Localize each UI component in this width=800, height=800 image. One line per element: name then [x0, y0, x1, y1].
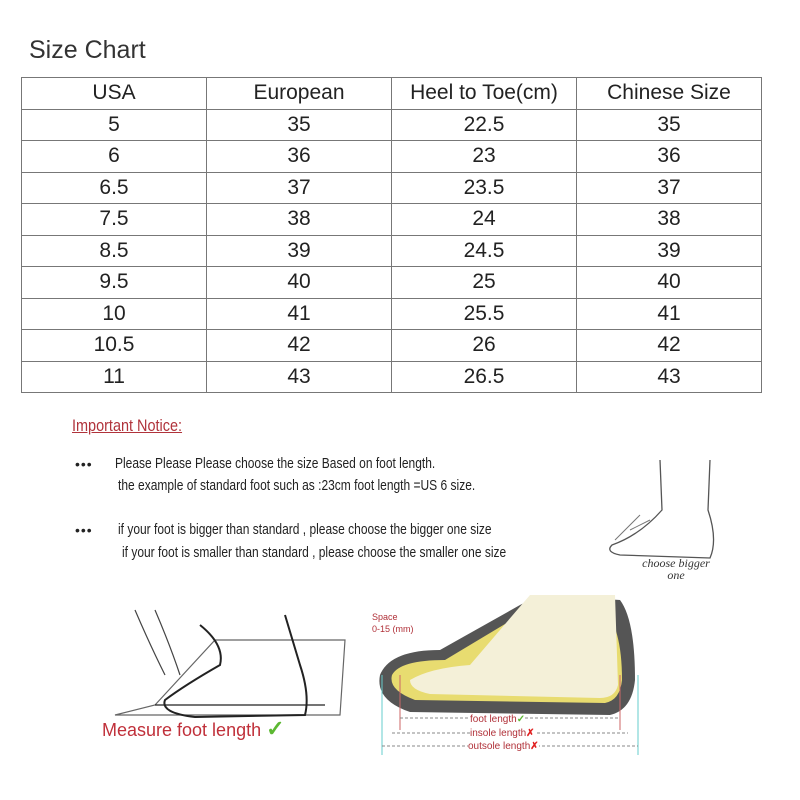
- column-header: European: [206, 77, 392, 110]
- size-table: USA European Heel to Toe(cm) Chinese Size 5…: [21, 77, 762, 393]
- notice-heading: Important Notice:: [72, 416, 183, 435]
- insole-length-label: insole length✗: [470, 728, 535, 739]
- choose-bigger-label: choose bigger one: [642, 556, 710, 582]
- table-cell: 23: [391, 140, 577, 173]
- space-range-text: 0-15 (mm): [372, 624, 414, 634]
- table-cell: 10: [21, 297, 207, 330]
- notice-line-3: if your foot is bigger than standard , p…: [118, 521, 492, 538]
- table-cell: 26.5: [391, 360, 577, 393]
- table-row: 11 43 26.5 43: [21, 360, 762, 393]
- table-cell: 42: [576, 329, 762, 362]
- notice-line-2: the example of standard foot such as :23…: [118, 477, 476, 494]
- table-cell: 37: [576, 171, 762, 204]
- table-row: 5 35 22.5 35: [21, 108, 762, 141]
- table-row: 8.5 39 24.5 39: [21, 234, 762, 267]
- table-cell: 25.5: [391, 297, 577, 330]
- table-cell: 26: [391, 329, 577, 362]
- table-row: 6 36 23 36: [21, 140, 762, 173]
- table-cell: 8.5: [21, 234, 207, 267]
- outsole-length-label: outsole length✗: [468, 741, 539, 752]
- notice-line-4: if your foot is smaller than standard , …: [122, 544, 507, 561]
- table-cell: 39: [206, 234, 392, 267]
- space-label-text: Space: [372, 612, 398, 622]
- page-title: Size Chart: [29, 36, 146, 64]
- table-row: 6.5 37 23.5 37: [21, 171, 762, 204]
- table-cell: 41: [576, 297, 762, 330]
- table-cell: 35: [576, 108, 762, 141]
- space-label: Space 0-15 (mm): [372, 611, 414, 635]
- measure-foot-label: Measure foot length ✓: [102, 716, 285, 742]
- table-cell: 38: [206, 203, 392, 236]
- table-cell: 36: [576, 140, 762, 173]
- cross-icon: ✗: [526, 728, 535, 739]
- table-cell: 36: [206, 140, 392, 173]
- bullet-icon: •••: [75, 456, 93, 472]
- table-cell: 41: [206, 297, 392, 330]
- table-cell: 40: [206, 266, 392, 299]
- table-cell: 6.5: [21, 171, 207, 204]
- table-cell: 6: [21, 140, 207, 173]
- table-row: 10 41 25.5 41: [21, 297, 762, 330]
- table-cell: 9.5: [21, 266, 207, 299]
- table-cell: 25: [391, 266, 577, 299]
- table-cell: 22.5: [391, 108, 577, 141]
- table-row: 10.5 42 26 42: [21, 329, 762, 362]
- table-cell: 37: [206, 171, 392, 204]
- check-icon: ✓: [266, 716, 285, 741]
- table-cell: 23.5: [391, 171, 577, 204]
- table-cell: 24.5: [391, 234, 577, 267]
- measure-foot-illustration: [114, 609, 346, 719]
- table-header-row: USA European Heel to Toe(cm) Chinese Size: [21, 77, 762, 110]
- table-row: 9.5 40 25 40: [21, 266, 762, 299]
- foot-sketch-illustration: [609, 460, 715, 559]
- table-cell: 5: [21, 108, 207, 141]
- table-row: 7.5 38 24 38: [21, 203, 762, 236]
- table-cell: 40: [576, 266, 762, 299]
- table-cell: 24: [391, 203, 577, 236]
- check-icon: ✓: [516, 714, 526, 725]
- table-cell: 43: [206, 360, 392, 393]
- bullet-icon: •••: [75, 522, 93, 538]
- table-cell: 10.5: [21, 329, 207, 362]
- column-header: Heel to Toe(cm): [391, 77, 577, 110]
- measure-label-text: Measure foot length: [102, 720, 262, 740]
- table-cell: 35: [206, 108, 392, 141]
- insole-length-text: insole length: [470, 728, 527, 739]
- table-cell: 7.5: [21, 203, 207, 236]
- cross-icon: ✗: [530, 741, 539, 752]
- column-header: Chinese Size: [576, 77, 762, 110]
- foot-length-text: foot length: [470, 714, 517, 725]
- table-cell: 39: [576, 234, 762, 267]
- table-cell: 43: [576, 360, 762, 393]
- table-cell: 38: [576, 203, 762, 236]
- table-cell: 42: [206, 329, 392, 362]
- column-header: USA: [21, 77, 207, 110]
- foot-length-label: foot length✓: [470, 714, 526, 725]
- notice-line-1: Please Please Please choose the size Bas…: [115, 455, 436, 472]
- shoe-cross-section-illustration: [379, 595, 639, 755]
- outsole-length-text: outsole length: [468, 741, 531, 752]
- table-cell: 11: [21, 360, 207, 393]
